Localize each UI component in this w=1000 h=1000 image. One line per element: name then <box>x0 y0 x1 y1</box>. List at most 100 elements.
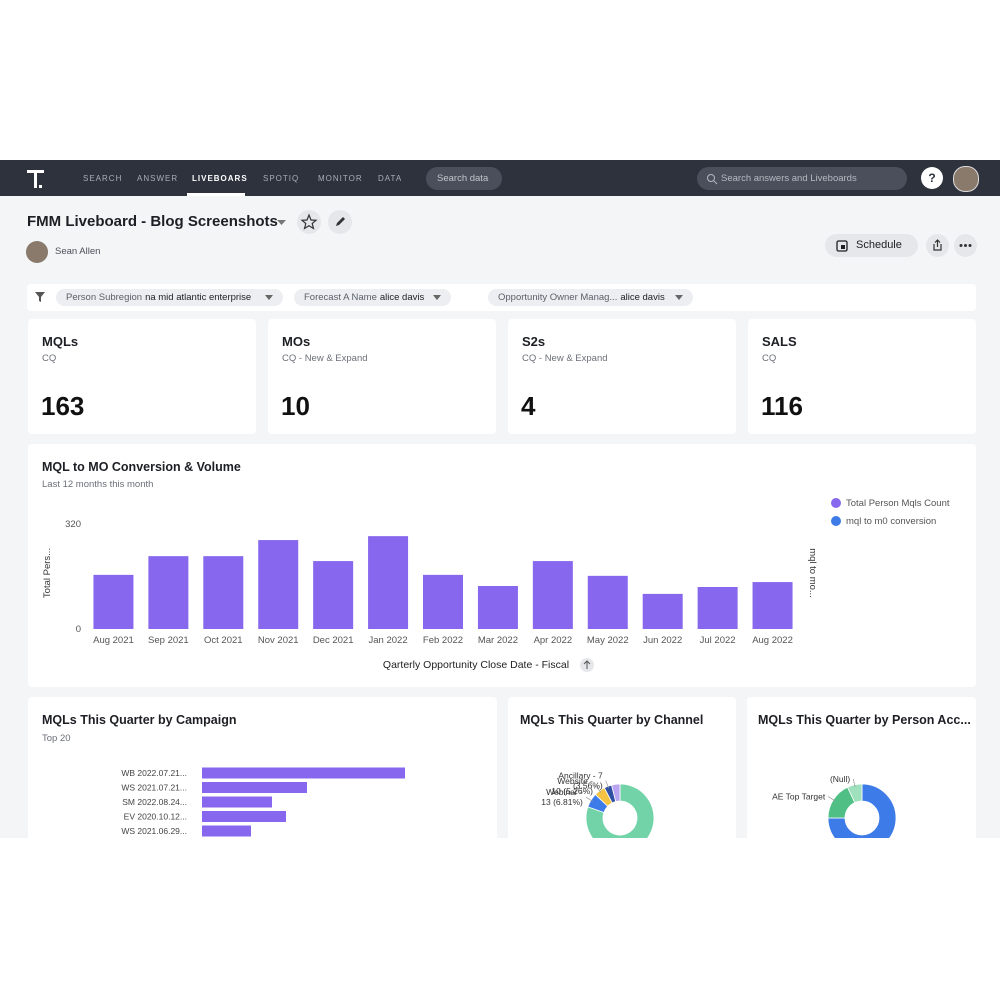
filter-value: na mid atlantic enterprise <box>145 292 252 303</box>
kpi-title: MQLs <box>42 334 79 349</box>
search-data[interactable]: Search data <box>426 167 502 190</box>
bar <box>697 587 738 629</box>
donut-chart: AE Top Target (Null) <box>772 774 897 838</box>
legend-label: Total Person Mqls Count <box>846 498 950 509</box>
slice-label: AE Top Target <box>772 792 826 802</box>
bar <box>202 811 286 822</box>
search-icon <box>707 174 718 185</box>
kpi-title: MOs <box>282 334 311 349</box>
filter-label: Opportunity Owner Manag... <box>498 292 618 303</box>
filter-chip[interactable]: Forecast A Name alice davis <box>294 289 451 306</box>
bar <box>532 561 573 629</box>
filter-value: alice davis <box>379 292 425 303</box>
filter-chip[interactable]: Opportunity Owner Manag... alice davis <box>488 289 693 306</box>
x-tick-label: Mar 2022 <box>478 635 518 646</box>
y-tick-label: 0 <box>76 624 81 635</box>
chart-title: MQLs This Quarter by Campaign <box>42 713 237 727</box>
bar <box>203 556 244 629</box>
filter-chip[interactable]: Person Subregion na mid atlantic enterpri… <box>56 289 283 306</box>
bar-chart-card: MQL to MO Conversion & Volume Last 12 mo… <box>28 444 976 687</box>
channel-card: MQLs This Quarter by Channel Conference W… <box>508 697 736 838</box>
legend-swatch <box>831 498 841 508</box>
y-tick-label: WS 2021.06.29... <box>121 826 187 836</box>
filter-bar: Person Subregion na mid atlantic enterpri… <box>27 284 976 311</box>
x-tick-label: Aug 2022 <box>752 635 793 646</box>
x-tick-label: May 2022 <box>587 635 629 646</box>
filter-label: Person Subregion <box>66 292 143 303</box>
chart-title: MQLs This Quarter by Channel <box>520 713 704 727</box>
bar <box>368 536 409 629</box>
filter-value: alice davis <box>620 292 665 303</box>
kpi-subtitle: CQ - New & Expand <box>282 353 368 364</box>
nav-item[interactable]: SEARCH <box>83 174 123 183</box>
bar <box>258 540 299 629</box>
slice-label: (Null) <box>830 774 850 784</box>
y-tick-label: EV 2020.10.12... <box>124 812 187 822</box>
kpi-title: S2s <box>522 334 546 349</box>
y-tick-label: WB 2022.07.21... <box>121 768 187 778</box>
edit-button[interactable] <box>328 210 352 234</box>
nav-item[interactable]: LIVEBOARS <box>192 174 248 183</box>
filter-caret <box>433 295 441 300</box>
y-tick-label: SM 2022.08.24... <box>122 797 187 807</box>
nav-item[interactable]: SPOTIQ <box>263 174 300 183</box>
x-axis-label: Qarterly Opportunity Close Date - Fiscal <box>383 659 569 671</box>
kpi-value: 116 <box>761 391 803 421</box>
share-button[interactable] <box>926 234 949 257</box>
leader-line <box>828 796 836 802</box>
kpi-subtitle: CQ <box>762 353 777 364</box>
hbar-chart: WB 2022.07.21... WS 2021.07.21... SM 2022.… <box>121 767 405 837</box>
nav-item[interactable]: DATA <box>378 174 403 183</box>
caret <box>265 295 273 300</box>
bar <box>202 767 405 779</box>
filter-caret <box>265 295 273 300</box>
bar <box>93 574 134 629</box>
slice-label: Website - <box>557 776 593 786</box>
legend-label: mql to m0 conversion <box>846 516 936 527</box>
kpi-value: 163 <box>41 391 85 421</box>
author-avatar <box>26 241 48 263</box>
donut-slice <box>827 783 897 838</box>
star-button[interactable] <box>297 210 321 234</box>
donut-slice <box>585 783 655 838</box>
x-tick-label: Dec 2021 <box>313 635 354 646</box>
caret <box>433 295 441 300</box>
more-button[interactable] <box>954 234 977 257</box>
kpi-subtitle: CQ <box>42 353 57 364</box>
kpi-subtitle: CQ - New & Expand <box>522 353 608 364</box>
donut-slice <box>846 783 863 804</box>
leader-line <box>852 778 856 787</box>
filter-label: Forecast A Name <box>304 292 377 303</box>
nav-item[interactable]: MONITOR <box>318 174 363 183</box>
bar <box>587 575 628 629</box>
help-button[interactable]: ? <box>921 167 943 189</box>
logo[interactable] <box>26 169 46 189</box>
x-tick-label: Nov 2021 <box>258 635 299 646</box>
bar <box>202 796 272 808</box>
title-caret[interactable] <box>276 218 288 228</box>
bar <box>202 825 251 837</box>
x-tick-label: Oct 2021 <box>204 635 243 646</box>
slice-label: 13 (6.81%) <box>541 797 583 807</box>
user-avatar[interactable] <box>953 166 979 192</box>
kpi-value: 4 <box>521 391 536 421</box>
bar <box>313 561 354 629</box>
bar <box>423 574 463 629</box>
chart-subtitle: Top 20 <box>42 733 71 744</box>
kpi-card: MQLs CQ 163 <box>28 319 256 434</box>
donut-slice <box>611 783 621 803</box>
bar <box>477 586 518 629</box>
schedule-button[interactable]: Schedule <box>825 234 918 257</box>
nav-item[interactable]: ANSWER <box>137 174 179 183</box>
sort-arrow <box>583 660 591 669</box>
author-name: Sean Allen <box>55 246 101 257</box>
active-underline <box>187 193 245 196</box>
global-search[interactable]: Search answers and Liveboards <box>697 167 907 190</box>
filter-caret <box>675 295 683 300</box>
kpi-card: SALS CQ 116 <box>748 319 976 434</box>
x-tick-label: Aug 2021 <box>93 635 134 646</box>
schedule-icon <box>836 240 848 252</box>
campaign-card: MQLs This Quarter by Campaign Top 20 WB … <box>28 697 497 838</box>
